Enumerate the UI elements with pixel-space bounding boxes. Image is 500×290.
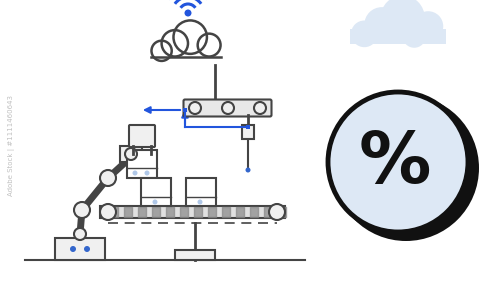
- Circle shape: [152, 200, 158, 204]
- Circle shape: [123, 151, 137, 165]
- Text: Adobe Stock | #1111460643: Adobe Stock | #1111460643: [8, 95, 16, 195]
- FancyBboxPatch shape: [55, 238, 105, 260]
- Circle shape: [132, 171, 138, 175]
- Circle shape: [100, 204, 116, 220]
- FancyBboxPatch shape: [129, 125, 155, 147]
- FancyBboxPatch shape: [150, 44, 226, 57]
- FancyBboxPatch shape: [186, 178, 216, 206]
- Circle shape: [74, 228, 86, 240]
- FancyBboxPatch shape: [183, 108, 187, 112]
- Circle shape: [364, 7, 399, 42]
- Circle shape: [222, 102, 234, 114]
- Circle shape: [100, 170, 116, 186]
- Circle shape: [413, 11, 443, 41]
- FancyBboxPatch shape: [242, 125, 254, 139]
- Circle shape: [162, 30, 188, 57]
- Circle shape: [380, 0, 424, 40]
- Circle shape: [74, 202, 90, 218]
- FancyBboxPatch shape: [127, 150, 157, 178]
- Circle shape: [254, 102, 266, 114]
- FancyBboxPatch shape: [246, 125, 250, 129]
- Circle shape: [70, 246, 76, 252]
- Circle shape: [84, 246, 90, 252]
- FancyBboxPatch shape: [184, 99, 272, 117]
- FancyBboxPatch shape: [175, 250, 215, 260]
- FancyBboxPatch shape: [141, 178, 171, 206]
- Circle shape: [198, 200, 202, 204]
- Circle shape: [269, 204, 285, 220]
- Circle shape: [198, 34, 220, 57]
- Circle shape: [328, 92, 468, 232]
- Circle shape: [351, 21, 378, 47]
- Circle shape: [125, 148, 137, 160]
- Circle shape: [402, 25, 426, 48]
- FancyBboxPatch shape: [350, 29, 446, 44]
- Circle shape: [333, 95, 479, 241]
- Circle shape: [174, 20, 207, 54]
- Circle shape: [189, 102, 201, 114]
- Circle shape: [184, 10, 192, 17]
- Text: %: %: [359, 130, 431, 198]
- Circle shape: [152, 41, 172, 61]
- Circle shape: [144, 171, 150, 175]
- Circle shape: [246, 168, 250, 173]
- FancyBboxPatch shape: [100, 206, 285, 218]
- FancyBboxPatch shape: [120, 146, 142, 162]
